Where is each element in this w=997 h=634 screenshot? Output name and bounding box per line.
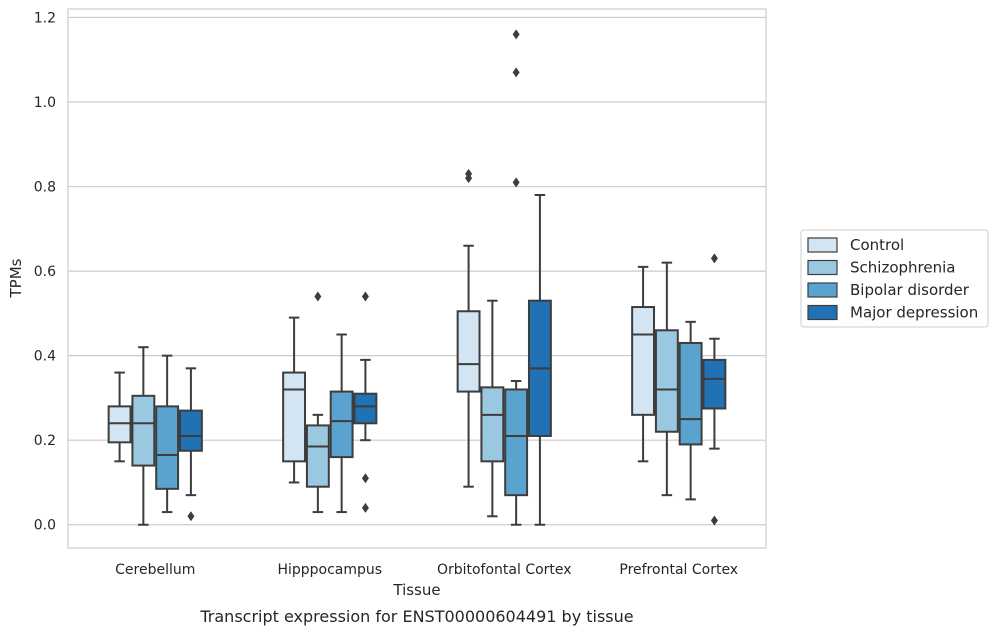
x-tick-label: Cerebellum bbox=[115, 562, 195, 578]
y-tick-label: 0.8 bbox=[34, 180, 56, 196]
box-body bbox=[329, 390, 354, 459]
x-axis-ticks: Cerebellum Hipppocampus Orbitofontal Corte… bbox=[115, 562, 738, 578]
box-2-3 bbox=[480, 299, 505, 518]
legend-swatch bbox=[807, 259, 838, 276]
y-tick-label: 1.0 bbox=[34, 95, 56, 111]
box-body bbox=[456, 310, 481, 393]
box-2-4 bbox=[654, 261, 679, 497]
box-4-1 bbox=[178, 367, 203, 522]
legend: Control Schizophrenia Bipolar disorder Majo… bbox=[800, 229, 989, 328]
legend-swatch bbox=[807, 237, 838, 253]
box-3-1 bbox=[155, 354, 180, 514]
box-body bbox=[178, 409, 203, 452]
box-body bbox=[654, 329, 679, 433]
box-1-3 bbox=[456, 168, 481, 488]
legend-label: Major depression bbox=[850, 304, 978, 322]
legend-label: Schizophrenia bbox=[850, 259, 955, 277]
legend-items: Control Schizophrenia Bipolar disorder Majo… bbox=[807, 236, 978, 322]
x-tick-label: Orbitofontal Cortex bbox=[437, 562, 572, 578]
box-body bbox=[155, 405, 180, 490]
box-body bbox=[107, 405, 132, 444]
outlier-point bbox=[361, 291, 369, 302]
box-4-4 bbox=[702, 253, 727, 526]
x-axis-label: Tissue bbox=[392, 581, 440, 599]
box-2-1 bbox=[131, 346, 156, 526]
y-tick-label: 0.4 bbox=[34, 349, 56, 365]
box-body bbox=[131, 394, 156, 467]
outlier-point bbox=[361, 502, 369, 513]
legend-swatch bbox=[807, 282, 838, 298]
y-axis-ticks: 0.0 0.2 0.4 0.6 0.8 1.0 1.2 bbox=[34, 10, 56, 533]
outlier-point bbox=[512, 177, 520, 188]
y-tick-label: 0.2 bbox=[34, 433, 56, 449]
box-1-4 bbox=[631, 265, 656, 463]
box-body bbox=[305, 424, 330, 488]
box-1-2 bbox=[282, 316, 307, 484]
box-body bbox=[480, 386, 505, 463]
box-4-2 bbox=[353, 291, 378, 513]
legend-frame bbox=[800, 229, 989, 328]
chart-caption: Transcript expression for ENST0000060449… bbox=[199, 607, 633, 626]
x-tick-label: Prefrontal Cortex bbox=[619, 562, 738, 578]
outlier-point bbox=[361, 473, 369, 484]
outlier-point bbox=[465, 168, 473, 179]
box-4-3 bbox=[527, 194, 552, 526]
legend-label: Control bbox=[850, 236, 904, 254]
box-body bbox=[678, 341, 703, 446]
y-axis-label: TPMs bbox=[7, 258, 25, 298]
legend-swatch bbox=[807, 304, 838, 321]
y-tick-label: 0.6 bbox=[34, 264, 56, 280]
outlier-point bbox=[512, 29, 520, 40]
box-3-4 bbox=[678, 320, 703, 501]
outlier-point bbox=[512, 67, 520, 78]
legend-label: Bipolar disorder bbox=[850, 281, 970, 299]
outlier-point bbox=[314, 291, 322, 302]
box-body bbox=[504, 388, 529, 497]
box-body bbox=[631, 306, 656, 416]
outlier-point bbox=[187, 511, 195, 522]
box-body bbox=[353, 392, 378, 425]
y-tick-label: 1.2 bbox=[34, 10, 56, 26]
plot-frame bbox=[67, 8, 767, 549]
box-body bbox=[282, 371, 307, 463]
boxes bbox=[107, 29, 727, 526]
box-body bbox=[702, 358, 727, 410]
box-3-3 bbox=[504, 29, 529, 526]
outlier-point bbox=[710, 515, 718, 526]
box-2-2 bbox=[305, 291, 330, 514]
x-tick-label: Hipppocampus bbox=[277, 562, 382, 578]
y-tick-label: 0.0 bbox=[34, 518, 56, 534]
outlier-point bbox=[710, 253, 718, 264]
box-1-1 bbox=[107, 371, 132, 463]
box-3-2 bbox=[329, 333, 354, 514]
